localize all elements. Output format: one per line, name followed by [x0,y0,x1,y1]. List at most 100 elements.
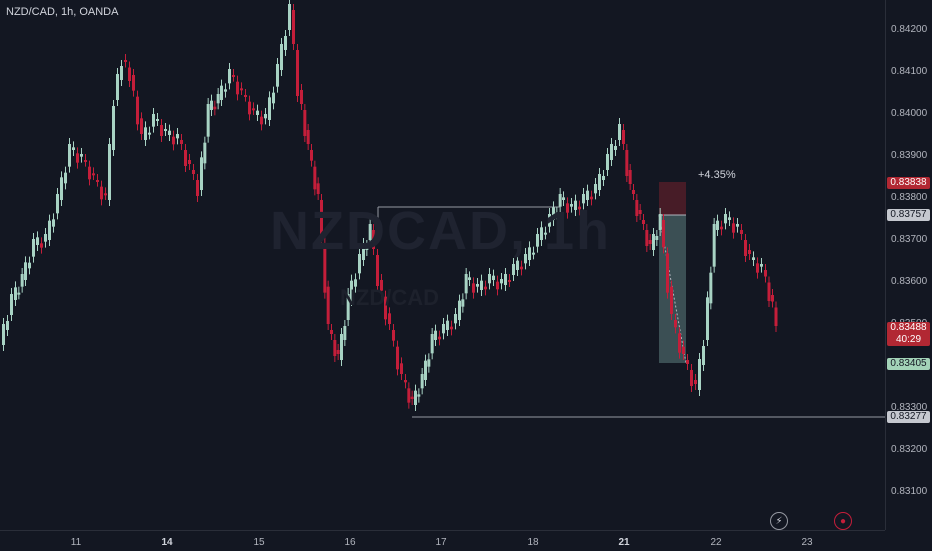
symbol-legend[interactable]: NZD/CAD, 1h, OANDA [6,6,119,18]
candle-body [760,264,763,267]
candle-body [358,254,361,274]
candle-body [346,294,350,320]
candle-body [268,97,271,120]
candle-body [570,204,573,207]
candle-body [574,200,577,210]
price-tick-label: 0.83600 [891,276,928,287]
record-icon[interactable]: ● [834,512,852,530]
candle-body [192,170,195,174]
candle-body [64,172,67,184]
candle-body [662,220,665,248]
candle-body [288,4,291,30]
candle-body [480,280,483,290]
time-axis[interactable]: 11 14 15 16 17 18 21 22 23 [0,530,885,551]
stop-zone[interactable] [659,182,686,215]
candle-body [88,166,91,180]
candle-body [224,89,227,92]
candle-body [566,203,569,213]
candle-body [598,174,601,190]
candle-body [28,262,31,269]
candle-body [84,160,87,162]
candle-body [236,81,239,95]
candle-body [104,193,107,196]
candle-body [148,132,151,135]
current-price-badge: 0.83488 40:29 [887,322,930,346]
candle-body [260,116,263,125]
candle-body [610,144,613,160]
candle-body [320,200,323,238]
candle-body [124,60,127,62]
candle-body [310,150,313,161]
lightning-icon[interactable]: ⚡ [770,512,788,530]
candle-body [748,250,751,254]
candle-body [36,237,39,245]
candle-body [180,140,183,144]
candle-body [400,363,403,374]
candle-body [590,196,593,200]
candle-body [44,234,47,242]
candle-body [492,275,495,280]
candle-body [532,252,535,255]
candle-body [407,388,411,403]
candle-body [188,160,191,164]
candle-body [176,134,179,139]
time-tick-label: 15 [253,537,265,548]
candle-body [578,206,581,210]
candle-body [6,321,9,330]
candle-body [144,127,147,140]
candle-body [40,243,43,248]
candle-body [112,106,115,150]
candle-body [52,219,55,227]
price-axis[interactable]: 0.84200 0.84100 0.84000 0.83900 0.83800 0.837… [885,0,932,530]
time-tick-label: 22 [710,537,722,548]
candle-body [20,274,24,287]
candle-body [484,286,487,290]
candle-body [558,194,562,207]
candle-body [120,66,123,80]
candle-body [458,300,461,320]
candle-body [736,224,739,227]
candle-body [108,144,111,200]
candle-body [706,297,709,340]
price-tick-label: 0.83700 [891,234,928,245]
candle-body [548,214,551,227]
candle-body [276,64,279,87]
candle-body [516,260,519,270]
candle-body [536,234,539,247]
time-tick-label: 21 [618,537,630,548]
candle-body [420,374,424,389]
bar-countdown: 40:29 [895,334,922,345]
price-tick-label: 0.83900 [891,150,928,161]
candle-body [152,114,155,127]
candle-body [430,334,434,354]
candle-body [645,230,649,246]
candle-body [774,307,778,326]
candle-body [306,130,310,144]
price-chart[interactable] [0,0,885,530]
candle-body [528,247,531,260]
candle-body [438,336,441,340]
candle-body [744,240,747,256]
candle-body [365,246,369,250]
target-price-badge: 0.83405 [887,358,930,370]
candle-body [92,173,95,176]
candle-body [652,234,655,250]
candle-body [96,180,99,182]
candle-body [17,292,21,295]
candle-body [524,254,527,264]
candle-body [164,129,167,131]
candle-body [427,359,431,367]
candle-body [698,359,701,390]
candle-body [716,220,719,230]
symbol-watermark: NZDCAD, 1h [270,201,611,261]
stop-price-badge: 0.83838 [887,177,930,189]
candle-body [628,170,632,184]
candle-body [343,326,347,340]
candle-body [472,283,475,293]
candle-body [24,262,27,280]
candle-body [156,119,159,121]
candle-body [622,130,625,144]
candle-body [594,184,597,194]
candle-body [56,194,59,214]
candle-body [323,243,327,293]
